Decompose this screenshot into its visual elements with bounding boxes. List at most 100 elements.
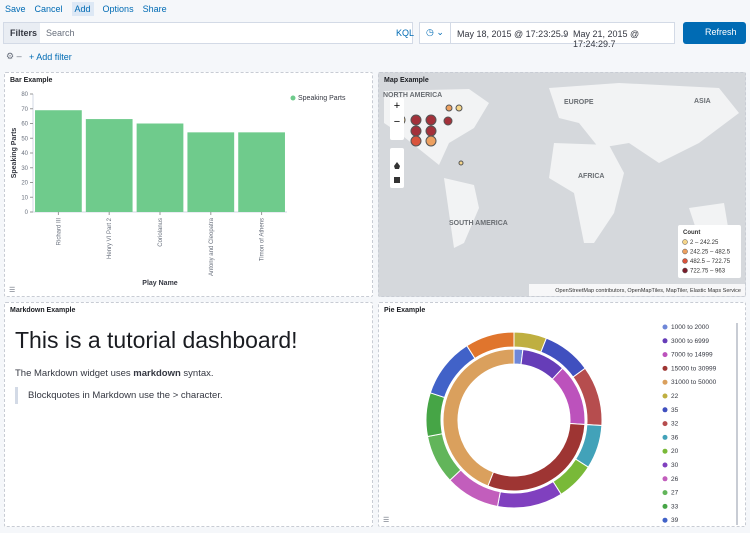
bar xyxy=(136,123,184,212)
land xyxy=(549,83,739,163)
legend-label: 22 xyxy=(671,393,679,400)
map-panel: NORTH AMERICA EUROPE ASIA AFRICA SOUTH A… xyxy=(378,72,746,297)
legend-swatch xyxy=(662,393,668,399)
map-point xyxy=(445,104,453,112)
map-point xyxy=(455,104,463,112)
legend-swatch xyxy=(662,462,668,468)
pie-slice xyxy=(466,331,515,360)
bar xyxy=(187,132,235,212)
map: NORTH AMERICA EUROPE ASIA AFRICA SOUTH A… xyxy=(379,73,745,296)
legend-label: 1000 to 2000 xyxy=(671,324,709,331)
legend-items: 2 – 242.25 242.25 – 482.5 482.5 – 722.75 72… xyxy=(682,239,731,275)
draw-polygon[interactable] xyxy=(394,162,400,169)
legend-label: 242.25 – 482.5 xyxy=(690,250,731,256)
land xyxy=(384,89,489,165)
legend-label: 26 xyxy=(671,476,679,483)
bar-chart: 0 10 20 30 40 50 60 70 80 Speaking Parts Play Name… xyxy=(9,92,346,294)
pie-chart: 1000 to 2000 3000 to 6999 7000 to 14999 150… xyxy=(383,323,738,525)
legend-label: 30 xyxy=(671,462,679,469)
quick-menu[interactable]: ◷ ⌄ xyxy=(419,22,451,44)
pie-slice xyxy=(442,348,515,487)
legend-label: 27 xyxy=(671,490,679,497)
legend-label: 32 xyxy=(671,421,679,428)
settings-icon[interactable]: ⚙ – xyxy=(6,51,22,61)
legend-label: 33 xyxy=(671,503,679,510)
attribution-bg xyxy=(529,284,745,296)
map-point xyxy=(425,114,437,126)
zoom-out[interactable]: − xyxy=(394,116,400,128)
menu-item[interactable]: Save xyxy=(5,4,26,14)
end-date[interactable]: May 21, 2015 @ 17:24:29.7 xyxy=(573,29,640,49)
legend-swatch xyxy=(682,267,688,274)
bar xyxy=(85,119,133,212)
map-point xyxy=(425,125,437,137)
legend-label: 20 xyxy=(671,448,679,455)
draw-rect[interactable] xyxy=(394,177,400,183)
legend-swatch xyxy=(682,248,688,255)
menu-item[interactable]: Options xyxy=(102,4,134,14)
map-legend xyxy=(678,225,741,278)
md-bold: markdown xyxy=(133,368,181,379)
legend-swatch xyxy=(662,352,668,358)
x-tick-label: Richard III xyxy=(56,218,62,246)
map-point xyxy=(443,116,453,126)
legend-swatch xyxy=(682,258,688,264)
legend-swatch xyxy=(662,448,668,454)
x-tick-label: Antony and Cleopatra xyxy=(209,217,215,276)
map-point xyxy=(410,135,422,147)
x-tick-label: Coriolanus xyxy=(158,218,164,247)
panel-title: Markdown Example xyxy=(10,307,76,314)
y-axis-label: Speaking Parts xyxy=(11,128,18,179)
start-date[interactable]: May 18, 2015 @ 17:23:25.9 xyxy=(457,29,569,39)
map-labels: NORTH AMERICA EUROPE ASIA AFRICA SOUTH A… xyxy=(383,92,711,227)
panel-title: Bar Example xyxy=(10,77,53,84)
land xyxy=(549,143,624,243)
bar-panel: Bar Example 0 10 20 30 40 50 60 70 80 Speaking Pa… xyxy=(4,72,373,297)
legend-swatch xyxy=(662,324,668,330)
panel-title: Pie Example xyxy=(384,307,426,314)
markdown-panel: Markdown Example This is a tutorial dash… xyxy=(4,302,373,527)
map-point xyxy=(425,135,437,147)
legend-label: 35 xyxy=(671,407,679,414)
map-point xyxy=(458,160,464,166)
menu-item[interactable]: Cancel xyxy=(34,4,63,14)
legend-swatch xyxy=(662,490,668,496)
date-range: May 18, 2015 @ 17:23:25.9 → May 21, 2015… xyxy=(450,22,675,49)
bar xyxy=(238,132,285,212)
kql-toggle[interactable]: KQL xyxy=(396,28,415,38)
panel-title: Map Example xyxy=(384,77,429,84)
legend-label: 3000 to 6999 xyxy=(671,338,709,345)
legend-swatch xyxy=(662,365,668,371)
legend-swatch xyxy=(662,379,668,385)
y-tick-label: 30 xyxy=(21,166,28,172)
legend-swatch xyxy=(662,338,668,344)
filters-label: Filters xyxy=(4,23,40,43)
zoom-in[interactable]: + xyxy=(394,100,400,112)
legend-toggle: ☰ xyxy=(383,517,389,524)
region-label: ASIA xyxy=(694,98,711,105)
y-tick-label: 0 xyxy=(25,210,29,216)
md-text: syntax. xyxy=(180,368,214,379)
top-menu: Save Cancel Add Options Share xyxy=(5,2,176,16)
pie-panel: Pie Example 1000 to 2000 3000 to 6999 7000… xyxy=(378,302,746,527)
menu-item[interactable]: Add xyxy=(71,2,94,16)
legend-label: 39 xyxy=(671,517,679,524)
add-filter[interactable]: + Add filter xyxy=(29,52,72,62)
legend-swatch xyxy=(290,95,296,101)
legend-label: 36 xyxy=(671,434,679,441)
legend-swatch xyxy=(662,517,668,523)
legend-label: 482.5 – 722.75 xyxy=(690,259,731,265)
y-tick-label: 40 xyxy=(21,151,28,157)
zoom-controls[interactable] xyxy=(390,98,404,140)
md-blockquote: Blockquotes in Markdown use the > charac… xyxy=(15,387,223,404)
attribution: OpenStreetMap contributors, OpenMapTiles… xyxy=(555,288,741,294)
y-tick-label: 80 xyxy=(21,92,28,98)
legend-swatch xyxy=(662,476,668,482)
search-input[interactable]: Search xyxy=(46,28,75,38)
map-point xyxy=(410,114,422,126)
legend-label: 15000 to 30999 xyxy=(671,365,717,372)
menu-item[interactable]: Share xyxy=(142,4,167,14)
x-axis-label: Play Name xyxy=(142,280,178,287)
refresh-button[interactable]: Refresh xyxy=(683,22,746,44)
